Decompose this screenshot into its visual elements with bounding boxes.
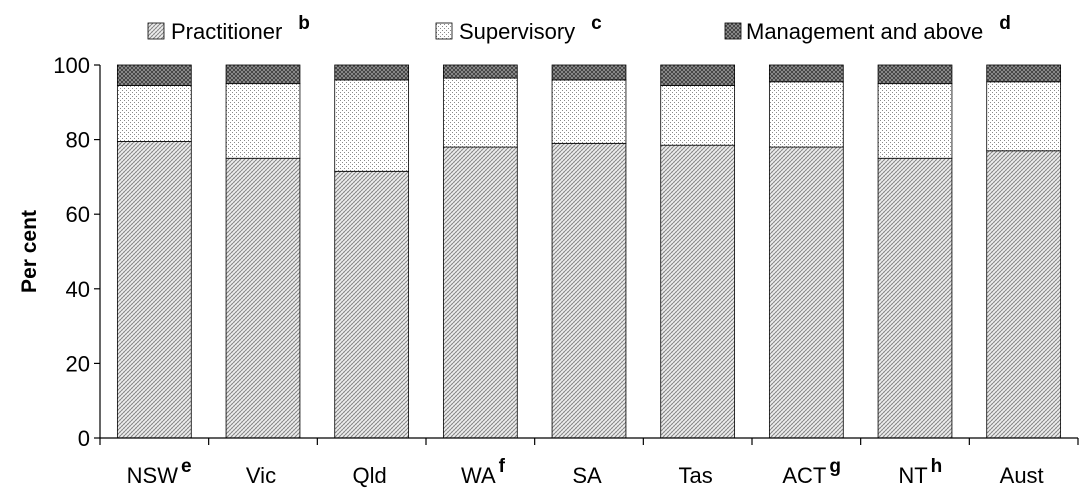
y-tick-label: 80	[66, 128, 90, 153]
x-axis: NSW e Vic Qld WA f SA Tas ACT g NT h Aust	[99, 437, 1079, 488]
bar-segment	[334, 170, 410, 439]
bar-segment	[225, 157, 301, 439]
legend-swatch	[147, 22, 165, 40]
legend-swatch	[724, 22, 742, 40]
x-tick-footnote: f	[499, 456, 506, 477]
legend-label: Management and above	[746, 19, 983, 44]
bar-segment	[877, 157, 953, 439]
bar-segment	[660, 64, 736, 86]
x-tick-label: SA	[572, 463, 602, 488]
x-tick-footnote: g	[829, 456, 841, 477]
y-tick-label: 100	[53, 53, 90, 78]
legend-footnote: b	[298, 13, 310, 34]
x-tick-label: ACT	[782, 463, 826, 488]
legend-item: Management and above d	[724, 13, 1011, 44]
bar-segment	[551, 79, 627, 144]
x-tick-label: Aust	[1000, 463, 1044, 488]
bar-segment	[225, 64, 301, 85]
legend: Practitioner b Supervisory c Management and …	[147, 13, 1011, 44]
legend-label: Practitioner	[171, 19, 282, 44]
bar-segment	[551, 64, 627, 81]
legend-swatch	[435, 22, 453, 40]
legend-item: Practitioner b	[147, 13, 310, 44]
x-tick-label: Vic	[246, 463, 276, 488]
bar-segment	[225, 83, 301, 159]
bar-segment	[442, 146, 518, 439]
bar-segment	[660, 85, 736, 146]
y-axis-title: Per cent	[18, 210, 41, 293]
bars	[116, 64, 1062, 439]
y-tick-label: 20	[66, 351, 90, 376]
bar-segment	[768, 64, 844, 83]
y-tick-label: 40	[66, 277, 90, 302]
x-tick-label: WA	[461, 463, 496, 488]
bar-segment	[877, 83, 953, 159]
legend-footnote: d	[999, 13, 1011, 34]
bar-segment	[116, 64, 192, 86]
bar-segment	[442, 77, 518, 148]
legend-label: Supervisory	[459, 19, 575, 44]
bar-segment	[986, 150, 1062, 439]
legend-item: Supervisory c	[435, 13, 602, 44]
bar-segment	[768, 81, 844, 148]
x-tick-footnote: h	[931, 456, 943, 477]
bar-segment	[334, 79, 410, 172]
bar-segment	[116, 141, 192, 439]
bar-segment	[768, 146, 844, 439]
x-tick-label: NT	[898, 463, 927, 488]
bar-segment	[877, 64, 953, 85]
x-tick-label: NSW	[127, 463, 179, 488]
legend-footnote: c	[591, 13, 602, 34]
bar-segment	[986, 81, 1062, 152]
bar-segment	[334, 64, 410, 81]
bar-segment	[442, 64, 518, 79]
x-tick-label: Qld	[353, 463, 387, 488]
bar-segment	[660, 144, 736, 439]
y-tick-label: 60	[66, 202, 90, 227]
bar-segment	[116, 85, 192, 142]
bar-segment	[551, 142, 627, 439]
bar-segment	[986, 64, 1062, 83]
x-tick-label: Tas	[679, 463, 713, 488]
y-tick-label: 0	[78, 426, 90, 451]
x-tick-footnote: e	[181, 456, 192, 477]
y-axis: 0 20 40 60 80 100	[53, 53, 101, 451]
